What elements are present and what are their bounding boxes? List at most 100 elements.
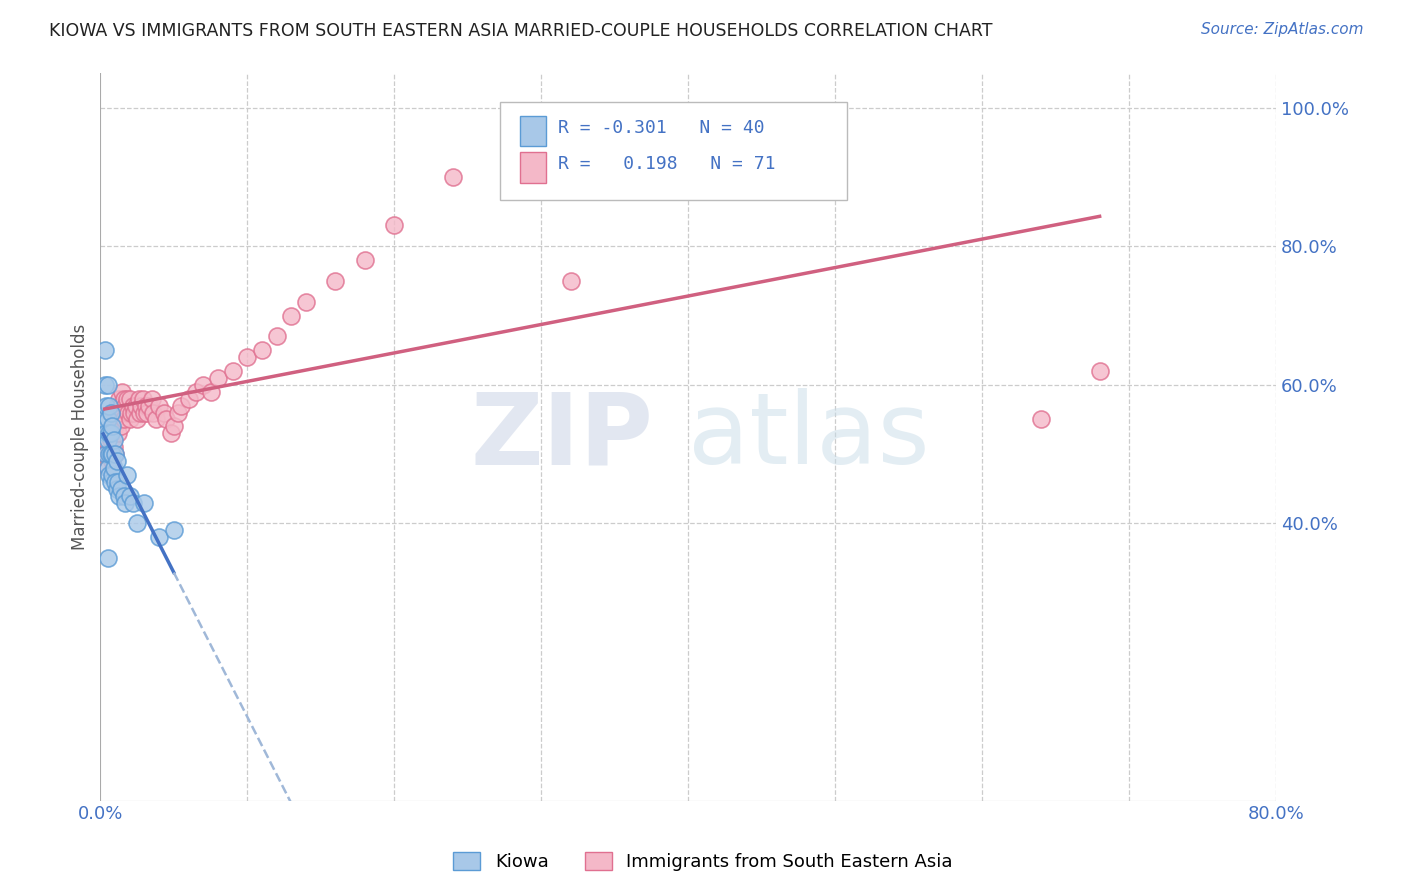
Point bbox=[127, 516, 149, 531]
Point bbox=[98, 426, 121, 441]
Point bbox=[648, 163, 671, 178]
Point bbox=[128, 392, 150, 406]
Bar bbox=[520, 116, 546, 146]
Point bbox=[104, 447, 127, 461]
Point bbox=[101, 467, 124, 482]
Point bbox=[98, 467, 121, 482]
Point bbox=[108, 489, 131, 503]
Text: R =   0.198   N = 71: R = 0.198 N = 71 bbox=[558, 155, 775, 173]
Point bbox=[325, 274, 347, 288]
Point bbox=[108, 412, 131, 426]
FancyBboxPatch shape bbox=[501, 102, 846, 201]
Point bbox=[193, 377, 215, 392]
Point bbox=[295, 294, 318, 309]
Point bbox=[120, 405, 142, 419]
Point bbox=[100, 475, 122, 489]
Point bbox=[110, 399, 132, 413]
Point bbox=[132, 392, 155, 406]
Point bbox=[1029, 412, 1052, 426]
Text: Source: ZipAtlas.com: Source: ZipAtlas.com bbox=[1201, 22, 1364, 37]
Point bbox=[112, 392, 135, 406]
Point bbox=[96, 426, 118, 441]
Point bbox=[114, 399, 136, 413]
Legend: Kiowa, Immigrants from South Eastern Asia: Kiowa, Immigrants from South Eastern Asi… bbox=[446, 845, 960, 879]
Point bbox=[129, 405, 152, 419]
Text: ZIP: ZIP bbox=[470, 388, 652, 485]
Point bbox=[100, 405, 122, 419]
Point bbox=[114, 495, 136, 509]
Point bbox=[97, 377, 120, 392]
Point bbox=[104, 475, 127, 489]
Point bbox=[94, 447, 117, 461]
Point bbox=[118, 489, 141, 503]
Point bbox=[111, 405, 134, 419]
Bar bbox=[520, 153, 546, 183]
Point bbox=[115, 467, 138, 482]
Point bbox=[266, 329, 288, 343]
Point bbox=[100, 426, 122, 441]
Point bbox=[441, 169, 464, 184]
Point bbox=[167, 405, 190, 419]
Point bbox=[97, 412, 120, 426]
Point bbox=[122, 405, 145, 419]
Point bbox=[112, 412, 135, 426]
Point bbox=[103, 440, 125, 454]
Text: KIOWA VS IMMIGRANTS FROM SOUTH EASTERN ASIA MARRIED-COUPLE HOUSEHOLDS CORRELATIO: KIOWA VS IMMIGRANTS FROM SOUTH EASTERN A… bbox=[49, 22, 993, 40]
Point bbox=[112, 489, 135, 503]
Point bbox=[97, 461, 120, 475]
Point bbox=[207, 371, 229, 385]
Point bbox=[142, 405, 165, 419]
Point bbox=[105, 454, 128, 468]
Point bbox=[152, 405, 174, 419]
Point bbox=[184, 384, 207, 399]
Point bbox=[107, 399, 129, 413]
Point bbox=[141, 392, 163, 406]
Point bbox=[121, 399, 143, 413]
Point bbox=[97, 551, 120, 566]
Point bbox=[104, 447, 127, 461]
Point bbox=[103, 461, 125, 475]
Point bbox=[118, 412, 141, 426]
Point bbox=[117, 405, 139, 419]
Point bbox=[100, 405, 122, 419]
Point bbox=[104, 419, 127, 434]
Point bbox=[121, 495, 143, 509]
Point bbox=[163, 419, 186, 434]
Point bbox=[101, 454, 124, 468]
Point bbox=[98, 399, 121, 413]
Point bbox=[96, 434, 118, 448]
Point bbox=[103, 412, 125, 426]
Point bbox=[136, 405, 159, 419]
Point bbox=[100, 447, 122, 461]
Point bbox=[236, 350, 259, 364]
Y-axis label: Married-couple Households: Married-couple Households bbox=[72, 324, 89, 550]
Point bbox=[100, 434, 122, 448]
Point bbox=[382, 219, 405, 233]
Text: R = -0.301   N = 40: R = -0.301 N = 40 bbox=[558, 119, 765, 136]
Point bbox=[280, 309, 302, 323]
Point bbox=[98, 447, 121, 461]
Point bbox=[97, 434, 120, 448]
Point bbox=[91, 412, 114, 426]
Point bbox=[134, 495, 156, 509]
Point bbox=[94, 343, 117, 358]
Point bbox=[131, 399, 153, 413]
Point bbox=[101, 419, 124, 434]
Point bbox=[110, 482, 132, 496]
Point bbox=[96, 447, 118, 461]
Point bbox=[138, 399, 160, 413]
Point bbox=[94, 377, 117, 392]
Point bbox=[163, 524, 186, 538]
Point bbox=[124, 399, 146, 413]
Point bbox=[118, 392, 141, 406]
Point bbox=[148, 399, 170, 413]
Point bbox=[110, 419, 132, 434]
Point bbox=[115, 392, 138, 406]
Point bbox=[145, 412, 167, 426]
Point bbox=[501, 128, 523, 143]
Point bbox=[107, 426, 129, 441]
Point bbox=[98, 447, 121, 461]
Point bbox=[96, 399, 118, 413]
Point bbox=[250, 343, 273, 358]
Point bbox=[148, 530, 170, 544]
